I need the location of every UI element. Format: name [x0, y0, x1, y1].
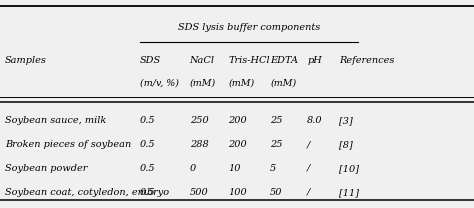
Text: [10]: [10] [339, 164, 359, 173]
Text: References: References [339, 56, 394, 65]
Text: 288: 288 [190, 140, 209, 149]
Text: /: / [307, 140, 310, 149]
Text: (mM): (mM) [228, 79, 255, 88]
Text: [11]: [11] [339, 188, 359, 197]
Text: 200: 200 [228, 140, 247, 149]
Text: /: / [307, 188, 310, 197]
Text: [8]: [8] [339, 140, 353, 149]
Text: (mM): (mM) [270, 79, 296, 88]
Text: (mM): (mM) [190, 79, 216, 88]
Text: Soybean powder: Soybean powder [5, 164, 87, 173]
Text: 0.5: 0.5 [140, 164, 155, 173]
Text: Soybean sauce, milk: Soybean sauce, milk [5, 116, 106, 125]
Text: 500: 500 [190, 188, 209, 197]
Text: 250: 250 [190, 116, 209, 125]
Text: pH: pH [307, 56, 322, 65]
Text: Tris-HCl: Tris-HCl [228, 56, 270, 65]
Text: 0.5: 0.5 [140, 140, 155, 149]
Text: (m/v, %): (m/v, %) [140, 79, 179, 88]
Text: 0: 0 [190, 164, 196, 173]
Text: 0.5: 0.5 [140, 188, 155, 197]
Text: SDS lysis buffer components: SDS lysis buffer components [178, 22, 320, 32]
Text: 50: 50 [270, 188, 283, 197]
Text: 200: 200 [228, 116, 247, 125]
Text: 100: 100 [228, 188, 247, 197]
Text: NaCl: NaCl [190, 56, 215, 65]
Text: 0.5: 0.5 [140, 116, 155, 125]
Text: 25: 25 [270, 140, 283, 149]
Text: Samples: Samples [5, 56, 46, 65]
Text: /: / [307, 164, 310, 173]
Text: SDS: SDS [140, 56, 161, 65]
Text: Soybean coat, cotyledon, embryo: Soybean coat, cotyledon, embryo [5, 188, 169, 197]
Text: 25: 25 [270, 116, 283, 125]
Text: [3]: [3] [339, 116, 353, 125]
Text: Broken pieces of soybean: Broken pieces of soybean [5, 140, 131, 149]
Text: EDTA: EDTA [270, 56, 298, 65]
Text: 10: 10 [228, 164, 241, 173]
Text: 8.0: 8.0 [307, 116, 323, 125]
Text: 5: 5 [270, 164, 276, 173]
